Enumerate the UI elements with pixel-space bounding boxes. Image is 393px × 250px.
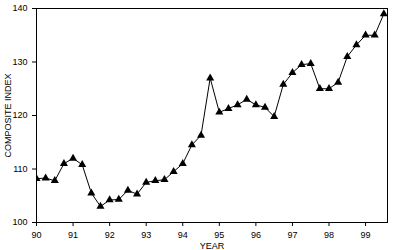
svg-text:95: 95 (214, 230, 224, 240)
svg-text:94: 94 (178, 230, 188, 240)
svg-text:100: 100 (12, 217, 27, 227)
svg-text:COMPOSITE INDEX: COMPOSITE INDEX (3, 73, 13, 157)
svg-text:YEAR: YEAR (200, 241, 225, 250)
svg-text:130: 130 (12, 57, 27, 67)
svg-text:96: 96 (251, 230, 261, 240)
svg-text:98: 98 (324, 230, 334, 240)
svg-text:99: 99 (361, 230, 371, 240)
svg-text:92: 92 (105, 230, 115, 240)
svg-text:90: 90 (31, 230, 41, 240)
svg-text:91: 91 (68, 230, 78, 240)
svg-text:120: 120 (12, 110, 27, 120)
svg-text:140: 140 (12, 3, 27, 13)
svg-text:110: 110 (13, 164, 27, 174)
svg-text:93: 93 (141, 230, 151, 240)
svg-text:97: 97 (287, 230, 297, 240)
